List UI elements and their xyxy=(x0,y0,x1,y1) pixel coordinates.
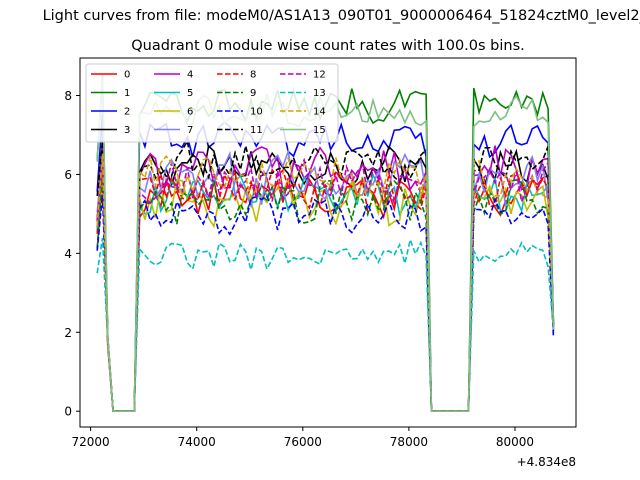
legend-label-2: 2 xyxy=(124,107,130,118)
chart-title: Quadrant 0 module wise count rates with … xyxy=(131,38,525,54)
y-tick-label: 0 xyxy=(64,405,72,419)
legend-label-13: 13 xyxy=(313,88,326,99)
legend-label-1: 1 xyxy=(124,88,130,99)
legend-label-4: 4 xyxy=(187,70,193,81)
legend-label-10: 10 xyxy=(250,107,263,118)
legend-label-3: 3 xyxy=(124,125,130,136)
x-tick-label: 76000 xyxy=(284,435,322,449)
legend-box xyxy=(85,63,339,143)
x-tick-label: 80000 xyxy=(496,435,534,449)
series-line-10 xyxy=(96,194,555,412)
legend-label-14: 14 xyxy=(313,107,326,118)
y-tick-label: 4 xyxy=(64,247,72,261)
legend-label-12: 12 xyxy=(313,70,326,81)
series-line-3 xyxy=(96,139,555,412)
legend-label-0: 0 xyxy=(124,70,130,81)
series-line-7 xyxy=(96,148,555,412)
series-line-12 xyxy=(96,157,555,412)
legend-label-9: 9 xyxy=(250,88,256,99)
legend-label-8: 8 xyxy=(250,70,256,81)
y-tick-label: 8 xyxy=(64,89,72,103)
figure-suptitle: Light curves from file: modeM0/AS1A13_09… xyxy=(43,8,640,24)
series-line-11 xyxy=(96,139,555,412)
x-tick-label: 74000 xyxy=(178,435,216,449)
axis-ticks: 72000 74000 76000 78000 80000 0 2 4 6 8 xyxy=(64,89,534,449)
legend-label-15: 15 xyxy=(313,125,326,136)
legend-label-6: 6 xyxy=(187,107,193,118)
series-line-8 xyxy=(96,166,555,412)
y-tick-label: 2 xyxy=(64,326,72,340)
series-line-13 xyxy=(96,237,555,412)
plot-area-frame xyxy=(79,57,577,428)
series-line-4 xyxy=(96,145,555,412)
x-tick-label: 78000 xyxy=(390,435,428,449)
series-line-9 xyxy=(96,177,555,412)
legend-label-11: 11 xyxy=(250,125,263,136)
y-tick-label: 6 xyxy=(64,168,72,182)
legend-label-5: 5 xyxy=(187,88,193,99)
legend-label-7: 7 xyxy=(187,125,193,136)
x-tick-label: 72000 xyxy=(72,435,110,449)
x-offset-label: +4.834e8 xyxy=(517,455,576,469)
